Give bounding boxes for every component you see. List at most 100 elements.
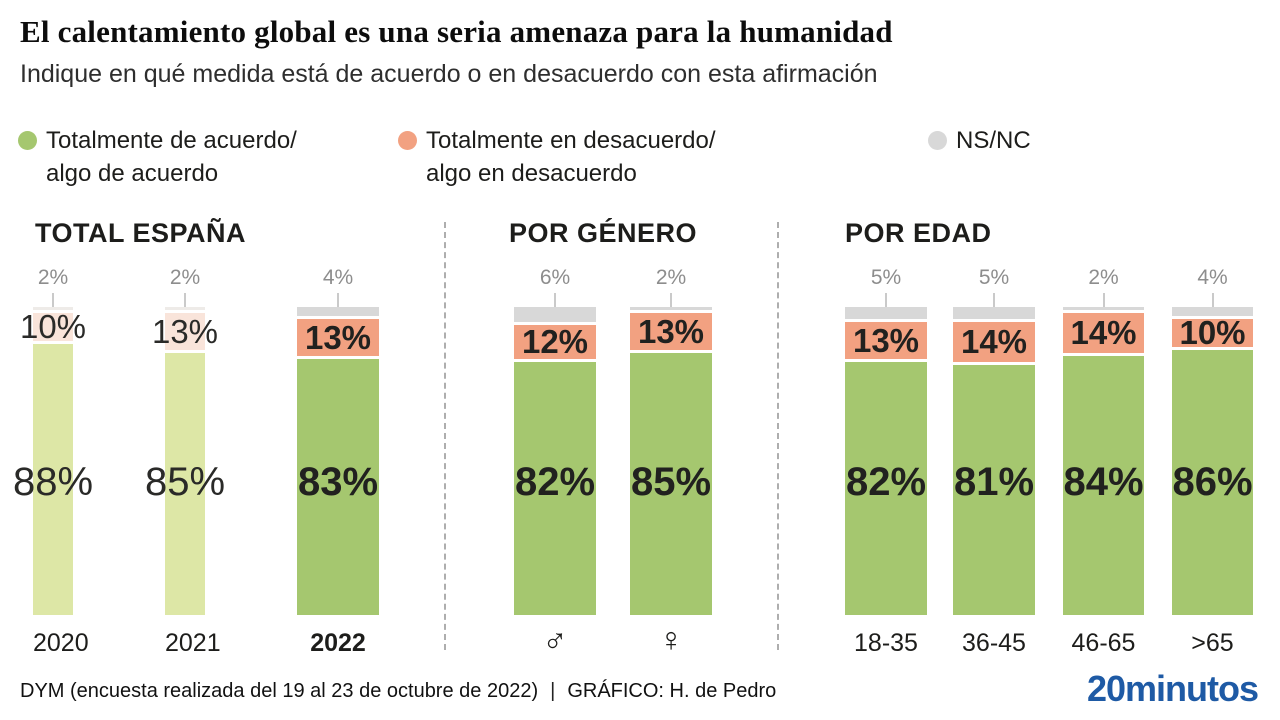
nsnc-segment <box>845 307 927 322</box>
agree-segment <box>514 362 596 615</box>
disagree-segment: 10% <box>20 308 86 345</box>
nsnc-value-label: 5% <box>870 266 902 289</box>
page-subtitle: Indique en qué medida está de acuerdo o … <box>20 60 878 88</box>
agree-segment <box>953 365 1035 615</box>
credit-text: GRÁFICO: H. de Pedro <box>567 680 777 702</box>
agree-value-label: 83% <box>297 460 379 504</box>
nsnc-tick <box>184 293 186 307</box>
bar-column: 4% 10% 86% >65 <box>1172 263 1253 658</box>
disagree-segment: 13% <box>630 313 712 353</box>
bar-column: 5% 13% 82% 18-35 <box>845 263 927 658</box>
nsnc-tick <box>337 293 339 307</box>
section-divider <box>777 222 779 650</box>
bar-column: 6% 12% 82% ♂ <box>514 263 596 660</box>
disagree-value-label: 10% <box>19 308 87 345</box>
section-divider <box>444 222 446 650</box>
page-title: El calentamiento global es una seria ame… <box>20 14 893 49</box>
stacked-bar: 10% 88% <box>13 307 93 615</box>
agree-value-label: 84% <box>1063 460 1144 504</box>
nsnc-tick <box>885 293 887 307</box>
legend-item-nsnc: NS/NC <box>928 124 1031 157</box>
nsnc-segment <box>514 307 596 325</box>
agree-value-label: 82% <box>845 460 927 504</box>
legend-item-agree: Totalmente de acuerdo/algo de acuerdo <box>18 124 297 190</box>
category-label: 2020 <box>33 629 89 657</box>
stacked-bar: 13% 83% <box>297 307 379 615</box>
disagree-segment: 13% <box>845 322 927 362</box>
category-label: 46-65 <box>1071 629 1136 657</box>
disagree-value-label: 13% <box>151 312 219 350</box>
disagree-value-label: 14% <box>960 323 1028 360</box>
disagree-value-label: 13% <box>852 321 920 359</box>
nsnc-segment <box>33 307 73 313</box>
disagree-value-label: 12% <box>521 323 589 360</box>
disagree-segment: 14% <box>953 322 1035 365</box>
bar-column: 5% 14% 81% 36-45 <box>953 263 1035 658</box>
legend-label: Totalmente en desacuerdo/algo en desacue… <box>426 127 716 187</box>
category-label: 18-35 <box>854 629 918 657</box>
nsnc-value-label: 2% <box>169 266 201 289</box>
agree-value-label: 85% <box>630 460 712 504</box>
category-label: 2022 <box>310 629 366 657</box>
category-label: >65 <box>1191 629 1234 657</box>
nsnc-value-label: 2% <box>655 266 687 289</box>
source-line: DYM (encuesta realizada del 19 al 23 de … <box>20 680 776 703</box>
nsnc-segment <box>165 307 205 313</box>
agree-value-label: 85% <box>144 460 226 504</box>
agree-segment <box>845 362 927 615</box>
bar-column: 2% 13% 85% ♀ <box>630 263 712 660</box>
nsnc-segment <box>1063 307 1144 313</box>
category-label: 36-45 <box>962 629 1026 657</box>
agree-segment <box>165 353 205 615</box>
category-label: 2021 <box>165 629 221 657</box>
disagree-segment: 13% <box>297 319 379 359</box>
nsnc-value-label: 2% <box>37 266 69 289</box>
stacked-bar: 14% 81% <box>953 307 1035 615</box>
nsnc-tick <box>1102 293 1105 307</box>
group-title-total-espana: TOTAL ESPAÑA <box>35 218 247 248</box>
agree-segment <box>630 353 712 615</box>
group-title-por-edad: POR EDAD <box>845 218 992 248</box>
group-title-por-genero: POR GÉNERO <box>509 218 698 248</box>
bar-column: 2% 10% 88% 2020 <box>13 263 93 658</box>
agree-segment <box>297 359 379 615</box>
bar-column: 2% 13% 85% 2021 <box>145 263 225 658</box>
disagree-value-label: 14% <box>1070 314 1137 351</box>
agree-segment <box>1063 356 1144 615</box>
stacked-bar: 12% 82% <box>514 307 596 615</box>
nsnc-value-label: 4% <box>1197 266 1228 289</box>
disagree-legend-dot-icon <box>398 131 417 150</box>
agree-segment <box>33 344 73 615</box>
publisher-logo: 20minutos <box>1086 668 1259 709</box>
nsnc-segment <box>953 307 1035 322</box>
disagree-segment: 13% <box>152 313 218 353</box>
nsnc-value-label: 5% <box>978 266 1010 289</box>
bar-column: 2% 14% 84% 46-65 <box>1063 263 1144 658</box>
nsnc-tick <box>52 293 54 307</box>
disagree-value-label: 10% <box>1179 314 1246 351</box>
disagree-segment: 14% <box>1063 313 1144 356</box>
stacked-bar: 14% 84% <box>1063 307 1144 615</box>
nsnc-segment <box>1172 307 1253 319</box>
nsnc-tick <box>670 293 672 307</box>
nsnc-legend-dot-icon <box>928 131 947 150</box>
category-label: ♂ <box>542 621 568 659</box>
nsnc-tick <box>993 293 995 307</box>
stacked-bar: 13% 82% <box>845 307 927 615</box>
nsnc-value-label: 4% <box>322 266 354 289</box>
disagree-value-label: 13% <box>637 312 705 350</box>
legend-label: Totalmente de acuerdo/algo de acuerdo <box>46 127 297 187</box>
bar-column: 4% 13% 83% 2022 <box>297 263 379 658</box>
legend-item-disagree: Totalmente en desacuerdo/algo en desacue… <box>398 124 716 190</box>
nsnc-tick <box>554 293 556 307</box>
nsnc-tick <box>1211 293 1214 307</box>
agree-value-label: 82% <box>514 460 596 504</box>
nsnc-segment <box>297 307 379 319</box>
agree-value-label: 81% <box>953 460 1035 504</box>
stacked-bar: 13% 85% <box>630 307 712 615</box>
legend-label: NS/NC <box>956 127 1031 154</box>
stacked-bar: 13% 85% <box>145 307 225 615</box>
disagree-segment: 10% <box>1172 314 1253 351</box>
nsnc-segment <box>630 307 712 313</box>
nsnc-value-label: 2% <box>1088 266 1119 289</box>
